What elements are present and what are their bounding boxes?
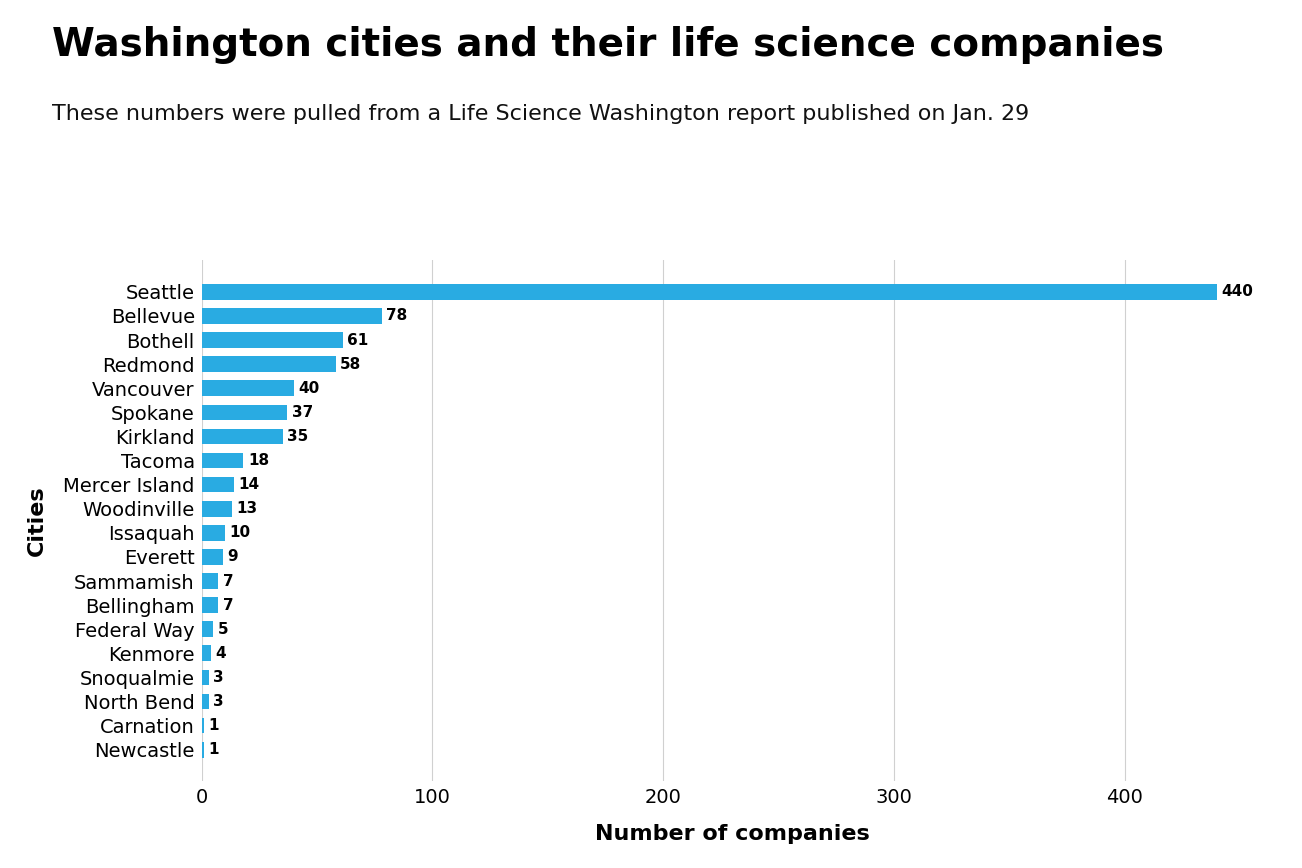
- Bar: [202, 694, 208, 709]
- Bar: [202, 477, 234, 492]
- Bar: [202, 525, 225, 541]
- Bar: [202, 646, 211, 661]
- Text: 5: 5: [217, 621, 229, 637]
- Text: These numbers were pulled from a Life Science Washington report published on Jan: These numbers were pulled from a Life Sc…: [52, 104, 1030, 124]
- Text: 61: 61: [348, 332, 368, 347]
- Text: 4: 4: [216, 646, 227, 661]
- Bar: [202, 669, 208, 685]
- Text: 7: 7: [223, 574, 233, 589]
- Text: 58: 58: [340, 357, 362, 372]
- Text: 7: 7: [223, 598, 233, 613]
- Bar: [202, 621, 214, 637]
- Bar: [202, 718, 204, 733]
- Bar: [202, 380, 294, 396]
- Bar: [202, 404, 288, 420]
- Bar: [202, 501, 232, 516]
- Text: 13: 13: [237, 501, 258, 516]
- Y-axis label: Cities: Cities: [27, 485, 47, 556]
- Text: 3: 3: [214, 694, 224, 709]
- Bar: [202, 357, 336, 372]
- Text: 3: 3: [214, 670, 224, 685]
- Text: 18: 18: [247, 453, 270, 468]
- Bar: [202, 549, 223, 565]
- X-axis label: Number of companies: Number of companies: [595, 824, 870, 844]
- Text: 35: 35: [288, 429, 309, 444]
- Text: 1: 1: [208, 742, 219, 757]
- Text: Washington cities and their life science companies: Washington cities and their life science…: [52, 26, 1164, 64]
- Text: 440: 440: [1221, 285, 1254, 299]
- Bar: [202, 453, 243, 469]
- Bar: [202, 284, 1217, 299]
- Bar: [202, 308, 381, 324]
- Text: 9: 9: [227, 549, 238, 564]
- Text: 1: 1: [208, 718, 219, 733]
- Text: 40: 40: [298, 381, 320, 396]
- Text: 37: 37: [292, 404, 312, 420]
- Bar: [202, 597, 217, 613]
- Text: 78: 78: [387, 308, 408, 324]
- Text: 10: 10: [229, 525, 250, 541]
- Text: 14: 14: [238, 477, 260, 492]
- Bar: [202, 429, 283, 444]
- Bar: [202, 573, 217, 589]
- Bar: [202, 742, 204, 758]
- Bar: [202, 332, 342, 348]
